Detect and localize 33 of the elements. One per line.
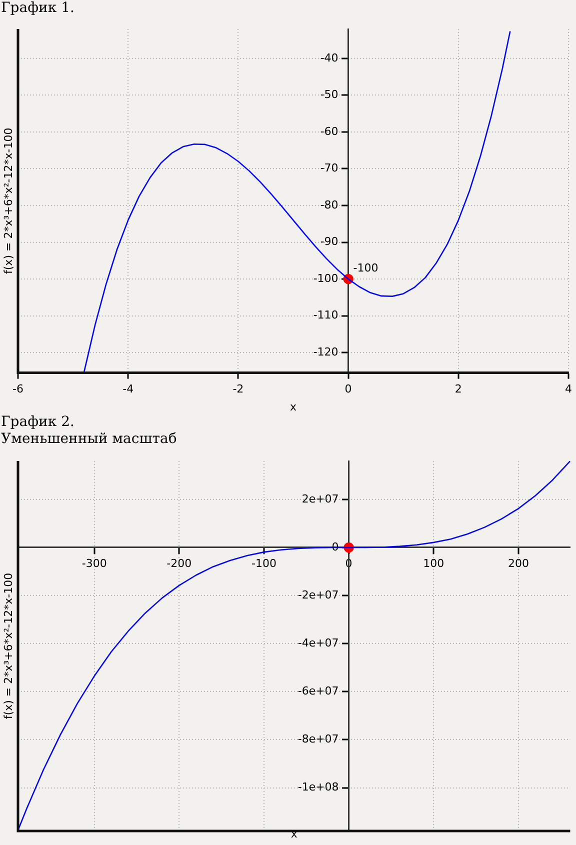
y-tick-label: -110 (313, 308, 338, 322)
y-tick-label: -1e+08 (298, 780, 339, 794)
y-tick-label: -6e+07 (298, 684, 339, 698)
x-tick-label: -100 (252, 556, 276, 570)
chart-subtitle: Уменьшенный масштаб (0, 431, 178, 448)
y-tick-label: -40 (320, 51, 338, 64)
x-tick-label: 200 (508, 556, 529, 570)
x-tick-label: -2 (232, 382, 244, 396)
y-axis-title: f(x) = 2*x³+6*x²-12*x-100 (2, 128, 15, 274)
y-tick-label: -50 (320, 88, 338, 102)
chart-title: График 1. (0, 0, 76, 17)
x-tick-label: -200 (166, 556, 192, 570)
y-tick-label: -8e+07 (298, 732, 339, 746)
y-tick-label: -80 (320, 198, 338, 212)
chart-title: График 2. (0, 414, 76, 431)
y-tick-label: -70 (320, 162, 338, 175)
x-tick-label: -4 (122, 382, 134, 396)
y-tick-label: 2e+07 (302, 492, 339, 506)
x-tick-label: -300 (82, 556, 107, 570)
y-tick-label: -100 (313, 272, 338, 285)
x-tick-label: 0 (344, 382, 352, 396)
y-tick-label: -90 (320, 235, 338, 248)
x-axis-title: x (290, 400, 297, 414)
y-tick-label: -4e+07 (298, 636, 339, 650)
y-axis-title: f(x) = 2*x³+6*x²-12*x-100 (2, 572, 15, 720)
x-tick-label: 4 (565, 382, 572, 396)
x-tick-label: 100 (423, 556, 444, 570)
x-tick-label: -6 (12, 382, 24, 396)
x-tick-label: 2 (454, 382, 462, 396)
y-tick-label: -60 (320, 124, 338, 138)
y-tick-label: -120 (313, 345, 338, 358)
annotation: -100 (353, 261, 378, 274)
y-tick-label: -2e+07 (298, 588, 339, 602)
